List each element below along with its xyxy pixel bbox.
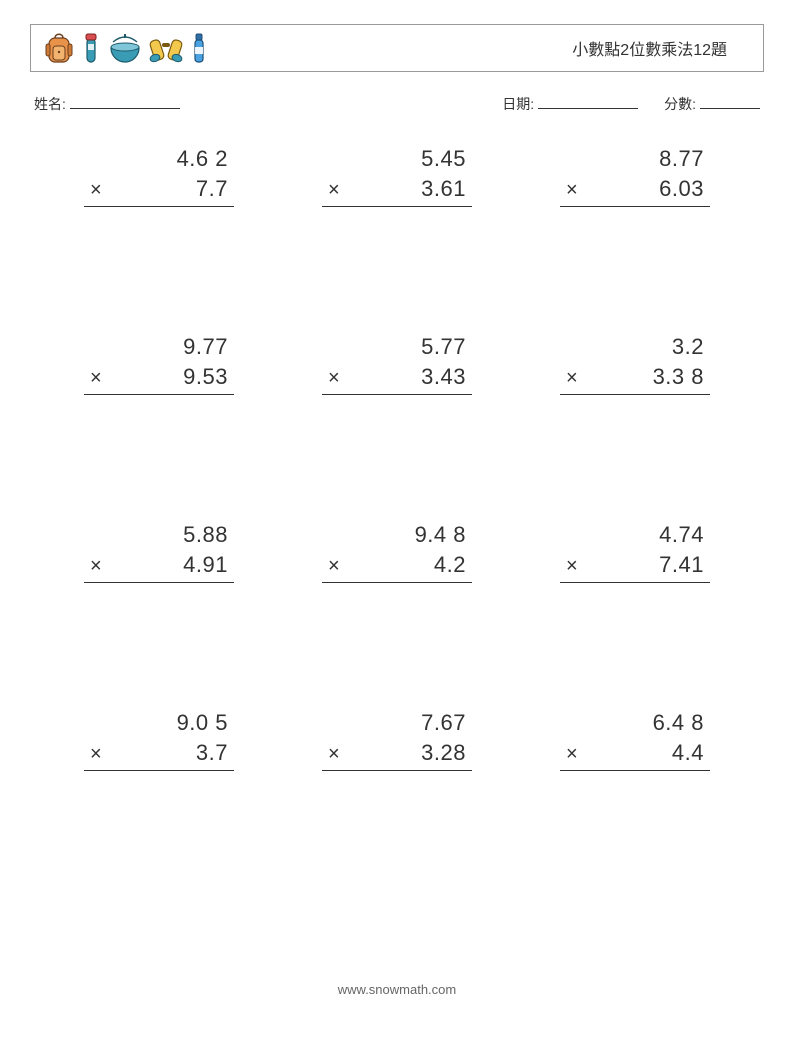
problem-rule	[322, 582, 472, 583]
multiply-symbol: ×	[322, 553, 346, 580]
bowl-icon	[107, 30, 143, 66]
multiply-symbol: ×	[84, 553, 108, 580]
multiplier: 9.53	[108, 362, 228, 392]
header-box: 小數點2位數乘法12題	[30, 24, 764, 72]
problem-cell: 5.88 ×4.91	[40, 520, 278, 700]
name-label: 姓名:	[34, 94, 66, 114]
multiplicand: 6.4 8	[584, 708, 704, 738]
multiply-symbol: ×	[322, 741, 346, 768]
problem-rule	[322, 206, 472, 207]
problem-rule	[560, 582, 710, 583]
multiplier: 4.2	[346, 550, 466, 580]
date-label: 日期:	[502, 94, 534, 114]
multiplicand: 7.67	[346, 708, 466, 738]
multiplicand: 5.88	[108, 520, 228, 550]
multiplicand: 9.77	[108, 332, 228, 362]
problem-cell: 3.2 ×3.3 8	[516, 332, 754, 512]
date-blank	[538, 95, 638, 109]
problems-grid: 4.6 2 ×7.7 5.45 ×3.61 8.77 ×6.03 9.77 ×9…	[30, 144, 764, 888]
multiplicand: 4.6 2	[108, 144, 228, 174]
binoculars-icon	[149, 30, 183, 66]
multiplicand: 9.0 5	[108, 708, 228, 738]
multiply-symbol: ×	[560, 553, 584, 580]
problem-cell: 4.6 2 ×7.7	[40, 144, 278, 324]
header-icons	[43, 30, 209, 66]
problem-cell: 4.74 ×7.41	[516, 520, 754, 700]
problem-cell: 9.4 8 ×4.2	[278, 520, 516, 700]
problem-rule	[84, 770, 234, 771]
problem-rule	[84, 394, 234, 395]
multiplier: 7.41	[584, 550, 704, 580]
multiply-symbol: ×	[84, 741, 108, 768]
multiply-symbol: ×	[84, 177, 108, 204]
problem-cell: 9.0 5 ×3.7	[40, 708, 278, 888]
multiplier: 3.28	[346, 738, 466, 768]
multiplier: 4.91	[108, 550, 228, 580]
problem-cell: 5.45 ×3.61	[278, 144, 516, 324]
multiply-symbol: ×	[322, 177, 346, 204]
multiplicand: 8.77	[584, 144, 704, 174]
multiplicand: 3.2	[584, 332, 704, 362]
multiplicand: 5.45	[346, 144, 466, 174]
problem-rule	[560, 394, 710, 395]
problem-rule	[560, 770, 710, 771]
multiplier: 3.43	[346, 362, 466, 392]
info-row: 姓名: 日期: 分數:	[30, 94, 764, 114]
multiplier: 6.03	[584, 174, 704, 204]
problem-cell: 7.67 ×3.28	[278, 708, 516, 888]
problem-cell: 9.77 ×9.53	[40, 332, 278, 512]
problem-rule	[84, 206, 234, 207]
thermos-icon	[81, 30, 101, 66]
multiply-symbol: ×	[560, 365, 584, 392]
score-label: 分數:	[664, 94, 696, 114]
multiplier: 3.3 8	[584, 362, 704, 392]
problem-rule	[560, 206, 710, 207]
problem-rule	[322, 770, 472, 771]
water-bottle-icon	[189, 30, 209, 66]
multiplier: 7.7	[108, 174, 228, 204]
multiplicand: 9.4 8	[346, 520, 466, 550]
multiplicand: 4.74	[584, 520, 704, 550]
problem-cell: 5.77 ×3.43	[278, 332, 516, 512]
worksheet-title: 小數點2位數乘法12題	[572, 36, 727, 60]
problem-cell: 6.4 8 ×4.4	[516, 708, 754, 888]
multiplier: 3.7	[108, 738, 228, 768]
problem-cell: 8.77 ×6.03	[516, 144, 754, 324]
footer-url: www.snowmath.com	[0, 982, 794, 997]
backpack-icon	[43, 30, 75, 66]
multiply-symbol: ×	[84, 365, 108, 392]
multiplier: 3.61	[346, 174, 466, 204]
multiply-symbol: ×	[560, 741, 584, 768]
multiply-symbol: ×	[322, 365, 346, 392]
problem-rule	[322, 394, 472, 395]
multiply-symbol: ×	[560, 177, 584, 204]
multiplier: 4.4	[584, 738, 704, 768]
score-blank	[700, 95, 760, 109]
multiplicand: 5.77	[346, 332, 466, 362]
name-blank	[70, 95, 180, 109]
problem-rule	[84, 582, 234, 583]
